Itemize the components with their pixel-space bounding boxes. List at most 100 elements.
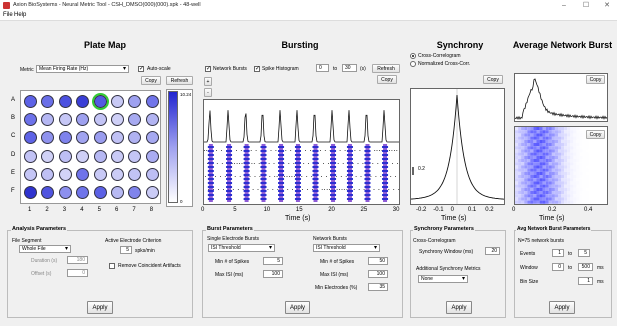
well-f6[interactable] [111,186,124,199]
net-min-spikes-input[interactable]: 50 [368,257,388,265]
well-a8[interactable] [145,95,159,108]
network-bursts-checkbox[interactable] [205,65,211,72]
min-spikes-input[interactable]: 5 [263,257,283,265]
well-d1[interactable] [24,149,37,163]
additional-metrics-select[interactable]: None [418,275,468,283]
well-d4[interactable] [76,149,90,163]
min-electrodes-input[interactable]: 35 [368,283,388,291]
heatmap-cell [597,168,601,172]
minimize-button[interactable]: – [562,2,566,9]
range-to-input[interactable]: 30 [342,64,357,72]
well-b4[interactable] [76,113,90,127]
heatmap-cell [570,187,574,191]
well-c3[interactable] [58,131,72,145]
well-d2[interactable] [41,149,55,163]
well-c6[interactable] [111,131,124,145]
bursting-refresh-button[interactable]: Refresh [372,64,400,73]
range-from-input[interactable]: 0 [316,64,329,72]
file-segment-select[interactable]: Whole File [19,245,71,253]
well-a6[interactable] [111,95,124,108]
well-e5[interactable] [93,167,107,181]
well-e7[interactable] [128,167,142,181]
well-d6[interactable] [111,149,124,163]
well-f2[interactable] [41,186,55,199]
menu-help[interactable]: Help [14,12,27,18]
spike-histogram-checkbox[interactable] [254,65,260,72]
offset-input[interactable]: 0 [67,269,88,277]
active-electrode-input[interactable]: 5 [120,246,132,254]
well-d5[interactable] [93,149,107,163]
heatmap-cell [597,159,601,163]
well-c7[interactable] [128,131,142,145]
well-f7[interactable] [128,186,142,199]
well-e8[interactable] [145,167,159,181]
menu-file[interactable]: File [3,12,13,18]
well-c4[interactable] [76,131,90,145]
well-b1[interactable] [24,113,37,127]
well-b8[interactable] [145,113,159,127]
duration-input[interactable]: 180 [67,256,88,264]
well-c1[interactable] [24,131,37,145]
well-b5[interactable] [93,113,107,127]
well-f3[interactable] [58,186,72,199]
well-e2[interactable] [41,167,55,181]
well-a7[interactable] [128,95,142,108]
heatmap-cell [573,171,577,175]
single-method-select[interactable]: ISI Threshold [208,244,275,252]
events-from-input[interactable]: 1 [552,249,564,257]
window-to-input[interactable]: 500 [578,263,593,271]
well-a5[interactable] [91,93,109,110]
plate-copy-button[interactable]: Copy [141,76,161,85]
zoom-in-button[interactable]: + [204,77,212,86]
well-a2[interactable] [41,95,55,108]
bursting-copy-button[interactable]: Copy [377,75,397,84]
max-isi-input[interactable]: 100 [263,270,283,278]
remove-artifacts-checkbox[interactable] [109,263,115,269]
well-c8[interactable] [145,131,159,145]
sync-window-input[interactable]: 20 [485,247,500,255]
well-b2[interactable] [41,113,55,127]
maximize-button[interactable]: ☐ [582,2,590,9]
synchrony-copy-button[interactable]: Copy [483,75,503,84]
close-button[interactable]: ✕ [604,2,610,9]
metric-select[interactable]: Mean Firing Rate (Hz) [36,65,129,73]
well-f4[interactable] [76,186,90,199]
normalized-radio[interactable] [410,61,416,67]
well-e3[interactable] [58,167,72,181]
zoom-out-button[interactable]: - [204,88,212,97]
well-a3[interactable] [58,95,72,108]
well-e1[interactable] [24,167,37,181]
well-a4[interactable] [76,95,90,108]
events-to-input[interactable]: 5 [578,249,590,257]
well-f8[interactable] [145,186,159,199]
net-max-isi-input[interactable]: 100 [368,270,388,278]
well-d3[interactable] [58,149,72,163]
well-b6[interactable] [111,113,124,127]
bin-size-input[interactable]: 1 [578,277,593,285]
autoscale-checkbox[interactable] [138,65,144,72]
well-d7[interactable] [128,149,142,163]
heatmap-cell [515,184,519,188]
burst-apply-button[interactable]: Apply [285,301,310,314]
heatmap-cell [601,162,605,166]
window-from-input[interactable]: 0 [552,263,564,271]
well-e6[interactable] [111,167,124,181]
avg-burst-apply-button[interactable]: Apply [549,301,575,314]
well-e4[interactable] [76,167,90,181]
well-a1[interactable] [24,95,37,108]
avg-copy-top-button[interactable]: Copy [586,75,605,84]
well-c2[interactable] [41,131,55,145]
well-b7[interactable] [128,113,142,127]
well-f5[interactable] [93,186,107,199]
cross-correlogram-radio[interactable] [410,53,416,59]
analysis-apply-button[interactable]: Apply [87,301,113,314]
avg-copy-bottom-button[interactable]: Copy [586,130,605,139]
well-b3[interactable] [58,113,72,127]
network-method-select[interactable]: ISI Threshold [313,244,380,252]
well-d8[interactable] [145,149,159,163]
well-c5[interactable] [93,131,107,145]
synchrony-apply-button[interactable]: Apply [446,301,472,314]
plate-refresh-button[interactable]: Refresh [166,76,193,85]
heatmap-cell [591,127,595,131]
well-f1[interactable] [24,186,37,199]
